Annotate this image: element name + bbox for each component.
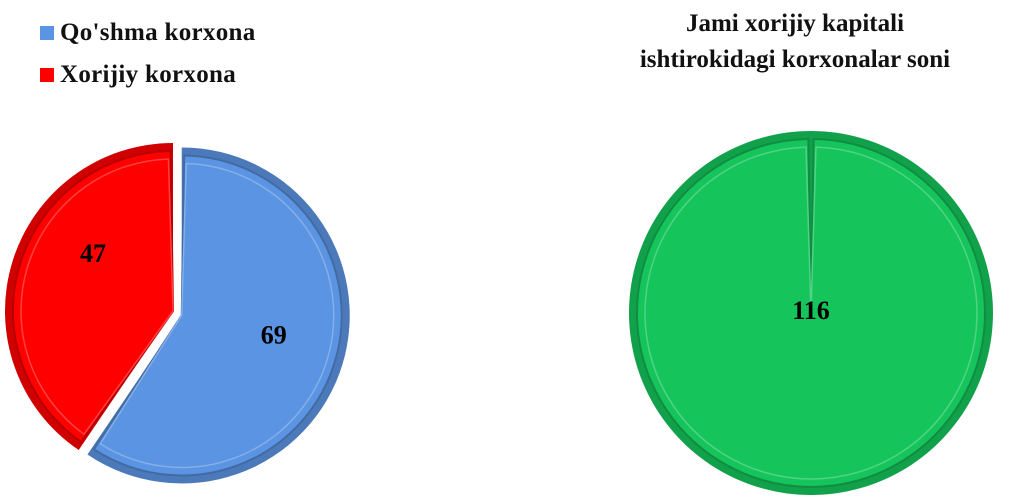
pie-slice-face-qo-shma-korxona (99, 162, 335, 469)
pie-chart-1: 69 47 (5, 143, 350, 484)
legend-label-qoshma: Qo'shma korxona (60, 19, 256, 46)
legend-item-xorijiy: Xorijiy korxona (40, 54, 256, 96)
pie-slice-face-xorijiy-korxona (20, 158, 174, 436)
legend-swatch-qoshma (40, 26, 54, 40)
legend-label-xorijiy: Xorijiy korxona (60, 61, 237, 88)
pie-chart-2: 116 (628, 131, 993, 495)
chart-legend: Qo'shma korxona Xorijiy korxona (40, 12, 256, 96)
chart-title: Jami xorijiy kapitali ishtirokidagi korx… (590, 6, 1000, 78)
chart-title-line-1: Jami xorijiy kapitali (685, 10, 905, 37)
legend-item-qoshma: Qo'shma korxona (40, 12, 256, 54)
data-label-qo-shma-korxona: 69 (261, 320, 287, 349)
pie-slice-face-total (644, 146, 978, 480)
legend-swatch-xorijiy (40, 68, 54, 82)
data-label-total: 116 (792, 296, 830, 325)
chart-title-line-2: ishtirokidagi korxonalar soni (639, 46, 951, 73)
data-label-xorijiy-korxona: 47 (80, 239, 106, 268)
